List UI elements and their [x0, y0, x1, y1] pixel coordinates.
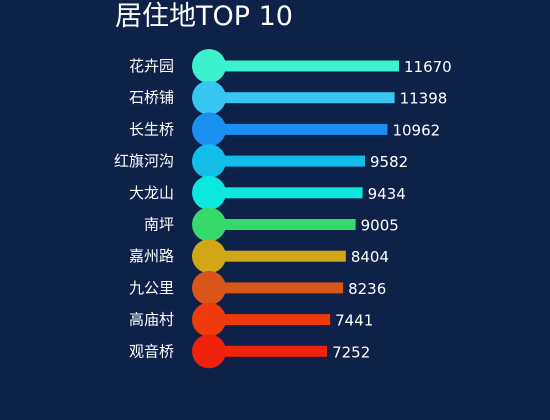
bar	[209, 60, 399, 72]
value-label: 8236	[348, 280, 386, 298]
bar-marker-circle	[192, 49, 226, 83]
bar-marker-circle	[192, 207, 226, 242]
bar-row: 九公里 8236	[129, 270, 386, 305]
bar-row: 长生桥 10962	[129, 112, 440, 147]
category-label: 石桥铺	[129, 89, 174, 107]
bar	[209, 345, 328, 357]
category-label: 高庙村	[129, 311, 174, 329]
value-label: 9434	[368, 185, 406, 203]
bar-marker-circle	[192, 175, 226, 210]
bar	[209, 219, 356, 230]
category-label: 九公里	[129, 279, 174, 297]
bar	[209, 123, 388, 135]
bar	[209, 187, 363, 199]
category-label: 红旗河沟	[114, 152, 174, 170]
bar-marker-circle	[192, 80, 226, 115]
bar-row: 花卉园 11670	[129, 49, 452, 83]
bar-marker-circle	[192, 112, 226, 147]
value-label: 11398	[400, 90, 448, 108]
value-label: 9005	[361, 217, 399, 235]
bar-marker-circle	[192, 270, 226, 305]
category-label: 嘉州路	[129, 247, 174, 265]
bar-row: 红旗河沟 9582	[114, 144, 408, 179]
bar	[209, 155, 366, 167]
bar	[209, 250, 346, 262]
bar-marker-circle	[192, 334, 226, 369]
bar-row: 高庙村 7441	[129, 302, 373, 337]
bar	[209, 314, 331, 326]
value-label: 8404	[351, 248, 389, 266]
bar-marker-circle	[192, 144, 226, 179]
bar-row: 大龙山 9434	[129, 175, 406, 210]
bar-row: 石桥铺 11398	[129, 80, 448, 115]
value-label: 9582	[370, 153, 408, 171]
category-label: 观音桥	[129, 342, 174, 360]
bar	[209, 282, 344, 294]
value-label: 7441	[335, 312, 373, 330]
bar-row: 南坪 9005	[144, 207, 399, 242]
value-label: 7252	[332, 343, 370, 361]
bar-row: 嘉州路 8404	[129, 239, 389, 274]
category-label: 南坪	[144, 216, 174, 234]
category-label: 长生桥	[129, 120, 174, 138]
bar	[209, 92, 395, 104]
chart-title: 居住地TOP 10	[115, 1, 293, 32]
value-label: 11670	[404, 58, 452, 76]
value-label: 10962	[392, 121, 440, 139]
bar-marker-circle	[192, 239, 226, 274]
bar-marker-circle	[192, 302, 226, 337]
category-label: 大龙山	[129, 184, 174, 202]
bar-row: 观音桥 7252	[129, 334, 370, 369]
category-label: 花卉园	[129, 57, 174, 75]
